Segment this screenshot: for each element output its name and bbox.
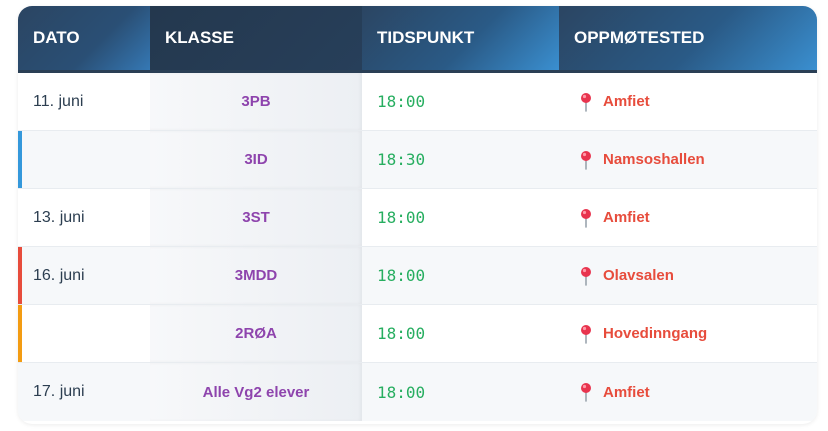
row-accent-stripe bbox=[18, 73, 22, 130]
pushpin-icon bbox=[579, 150, 595, 170]
cell-date: 16. juni bbox=[33, 266, 85, 284]
place-label: Amfiet bbox=[603, 383, 650, 401]
cell-place: Amfiet bbox=[559, 363, 817, 421]
pushpin-icon bbox=[579, 382, 595, 402]
cell-date: 17. juni bbox=[33, 383, 85, 400]
cell-place: Namsoshallen bbox=[559, 131, 817, 188]
cell-class: 2RØA bbox=[150, 305, 362, 362]
pushpin-icon bbox=[579, 92, 595, 112]
cell-place: Olavsalen bbox=[559, 247, 817, 304]
cell-time: 18:00 bbox=[377, 324, 426, 343]
cell-date: 11. juni bbox=[33, 92, 84, 110]
row-accent-stripe bbox=[18, 131, 22, 188]
pushpin-icon bbox=[579, 266, 595, 286]
place-label: Olavsalen bbox=[603, 267, 674, 284]
place-label: Namsoshallen bbox=[603, 151, 705, 168]
table-row: 16. juni 3MDD 18:00 Olavsalen bbox=[18, 247, 817, 305]
schedule-table: DATO KLASSE TIDSPUNKT OPPMØTESTED 11. ju… bbox=[18, 6, 817, 424]
header-tidspunkt: TIDSPUNKT bbox=[362, 6, 559, 70]
cell-class: 3ID bbox=[150, 131, 362, 188]
table-row: 17. juni Alle Vg2 elever 18:00 Amfiet bbox=[18, 363, 817, 421]
cell-date bbox=[18, 305, 150, 362]
table-row: 11. juni 3PB 18:00 Amfiet bbox=[18, 73, 817, 131]
row-accent-stripe bbox=[18, 363, 22, 421]
table-row: 2RØA 18:00 Hovedinngang bbox=[18, 305, 817, 363]
cell-place: Amfiet bbox=[559, 189, 817, 246]
cell-time: 18:00 bbox=[377, 208, 426, 227]
cell-class: Alle Vg2 elever bbox=[150, 363, 362, 421]
cell-time: 18:00 bbox=[377, 92, 426, 111]
cell-date bbox=[18, 131, 150, 188]
cell-class: 3ST bbox=[150, 189, 362, 246]
cell-time: 18:30 bbox=[377, 150, 426, 169]
cell-time: 18:00 bbox=[377, 266, 426, 285]
pushpin-icon bbox=[579, 324, 595, 344]
cell-class: 3MDD bbox=[150, 247, 362, 304]
place-label: Amfiet bbox=[603, 93, 650, 110]
pushpin-icon bbox=[579, 208, 595, 228]
table-row: 13. juni 3ST 18:00 Amfiet bbox=[18, 189, 817, 247]
row-accent-stripe bbox=[18, 247, 22, 304]
cell-place: Amfiet bbox=[559, 73, 817, 130]
place-label: Hovedinngang bbox=[603, 325, 708, 342]
cell-time: 18:00 bbox=[377, 382, 426, 402]
header-klasse: KLASSE bbox=[150, 6, 362, 70]
table-header: DATO KLASSE TIDSPUNKT OPPMØTESTED bbox=[18, 6, 817, 73]
row-accent-stripe bbox=[18, 189, 22, 246]
row-accent-stripe bbox=[18, 305, 22, 362]
header-oppmotested: OPPMØTESTED bbox=[559, 6, 817, 70]
header-dato: DATO bbox=[18, 6, 150, 70]
cell-class: 3PB bbox=[150, 73, 362, 130]
cell-place: Hovedinngang bbox=[559, 305, 817, 362]
table-row: 3ID 18:30 Namsoshallen bbox=[18, 131, 817, 189]
cell-date: 13. juni bbox=[33, 208, 85, 226]
table-body: 11. juni 3PB 18:00 Amfiet 3ID 18:30 Namsoshall… bbox=[18, 73, 817, 421]
place-label: Amfiet bbox=[603, 209, 650, 226]
